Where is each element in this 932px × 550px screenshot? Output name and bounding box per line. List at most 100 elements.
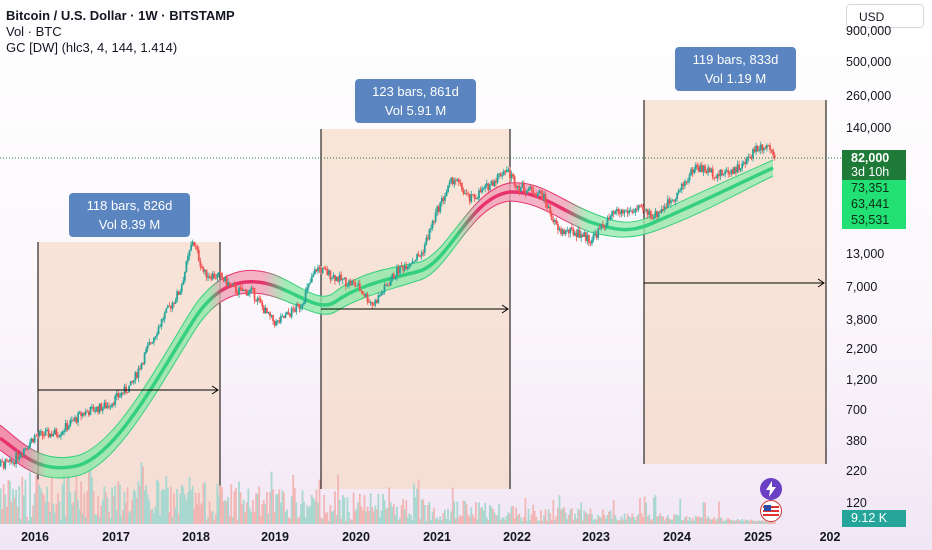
candle-body xyxy=(219,272,222,274)
candle-body xyxy=(64,422,67,431)
candle-body xyxy=(588,235,590,243)
volume-bar xyxy=(281,490,284,524)
candle-body xyxy=(478,190,480,199)
candle-body xyxy=(409,263,412,265)
candle-body xyxy=(49,433,52,437)
volume-bar xyxy=(622,519,624,524)
volume-bar xyxy=(764,520,767,524)
volume-bar xyxy=(529,520,531,524)
event-lightning-icon[interactable] xyxy=(760,478,782,500)
candle-body xyxy=(101,407,104,411)
volume-bar xyxy=(697,516,700,524)
volume-legend[interactable]: Vol · BTC xyxy=(6,24,62,39)
candle-body xyxy=(552,219,555,222)
candle-body xyxy=(447,185,449,192)
volume-bar xyxy=(312,497,315,524)
volume-bar xyxy=(718,501,720,524)
time-tick: 2019 xyxy=(261,530,289,544)
volume-bar xyxy=(440,520,443,524)
candle-body xyxy=(651,217,654,219)
volume-bar xyxy=(32,505,35,524)
time-tick: 2024 xyxy=(663,530,691,544)
candle-body xyxy=(47,429,50,437)
candle-body xyxy=(646,209,649,215)
volume-bar xyxy=(91,477,93,524)
candle-body xyxy=(255,299,257,302)
candle-body xyxy=(594,233,596,235)
candle-body xyxy=(368,301,370,303)
candle-body xyxy=(744,162,747,164)
volume-bar xyxy=(344,520,347,524)
candle-body xyxy=(276,320,279,322)
volume-bar xyxy=(411,520,414,524)
volume-bar xyxy=(733,520,736,524)
candle-body xyxy=(663,206,666,210)
volume-bar xyxy=(671,519,674,524)
indicator-legend[interactable]: GC [DW] (hlc3, 4, 144, 1.414) xyxy=(6,40,178,55)
volume-bar xyxy=(747,520,750,524)
candle-body xyxy=(425,237,428,245)
candle-body xyxy=(400,265,403,267)
candle-body xyxy=(507,169,510,171)
candle-body xyxy=(177,291,180,295)
candle-body xyxy=(296,303,299,305)
currency-button[interactable]: USD xyxy=(846,4,924,28)
candle-body xyxy=(354,282,357,286)
volume-bar xyxy=(92,491,95,524)
candle-body xyxy=(317,267,319,272)
candle-body xyxy=(510,174,513,179)
volume-bar xyxy=(586,513,589,524)
volume-bar xyxy=(148,500,151,524)
candle-body xyxy=(767,145,770,147)
candle-body xyxy=(547,206,550,209)
volume-bar xyxy=(284,511,287,524)
candle-body xyxy=(57,435,59,437)
candle-body xyxy=(696,164,699,167)
volume-bar xyxy=(61,484,64,524)
candle-body xyxy=(632,212,635,214)
us-flag-icon[interactable] xyxy=(760,500,782,522)
price-tick: 700 xyxy=(846,403,867,417)
candle-body xyxy=(392,274,395,279)
volume-bar xyxy=(550,519,553,524)
volume-bar xyxy=(702,502,705,524)
volume-bar xyxy=(603,514,606,524)
candle-body xyxy=(312,274,315,277)
cycle-1-bars: 118 bars, 826d xyxy=(86,198,173,213)
candle-body xyxy=(557,224,559,230)
candle-body xyxy=(564,230,567,235)
volume-bar xyxy=(315,489,318,524)
volume-bar xyxy=(187,492,189,524)
volume-bar xyxy=(382,493,384,524)
candle-body xyxy=(591,239,593,244)
volume-bar xyxy=(35,474,38,524)
volume-bar xyxy=(221,487,223,524)
candle-body xyxy=(95,406,98,412)
candle-body xyxy=(583,232,586,237)
candle-body xyxy=(12,462,14,464)
volume-bar xyxy=(566,519,569,524)
volume-bar xyxy=(588,514,590,524)
volume-bar xyxy=(725,519,728,524)
volume-bar xyxy=(402,499,405,524)
symbol-title[interactable]: Bitcoin / U.S. Dollar · 1W · BITSTAMP xyxy=(6,8,235,23)
volume-bar xyxy=(485,517,488,524)
candle-body xyxy=(676,192,679,199)
candle-body xyxy=(69,420,72,426)
volume-bar xyxy=(354,510,357,524)
candle-body xyxy=(716,174,719,178)
volume-bar xyxy=(433,507,435,524)
candle-body xyxy=(430,227,432,230)
candle-body xyxy=(349,280,352,286)
volume-bar xyxy=(101,499,104,524)
volume-bar xyxy=(471,514,474,524)
candle-body xyxy=(329,270,332,280)
volume-bar xyxy=(705,518,708,524)
volume-bar xyxy=(564,512,567,524)
volume-bar xyxy=(400,505,403,524)
price-tick: 7,000 xyxy=(846,280,878,294)
candle-body xyxy=(618,212,621,214)
volume-bar xyxy=(394,514,397,524)
volume-bar xyxy=(39,488,42,524)
